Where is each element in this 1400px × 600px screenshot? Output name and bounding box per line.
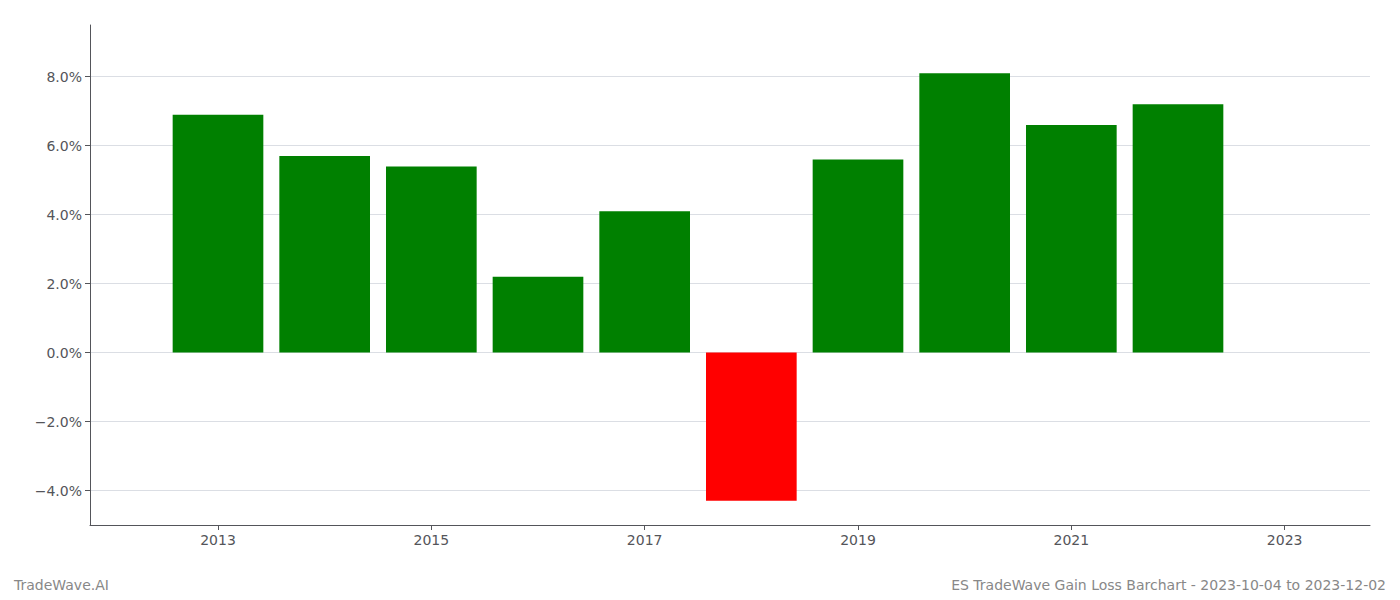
svg-text:2019: 2019 [840, 532, 876, 548]
svg-text:TradeWave.AI: TradeWave.AI [13, 577, 109, 593]
svg-text:2023: 2023 [1267, 532, 1303, 548]
svg-text:ES TradeWave Gain Loss Barchar: ES TradeWave Gain Loss Barchart - 2023-1… [951, 577, 1386, 593]
svg-text:8.0%: 8.0% [46, 69, 82, 85]
svg-text:0.0%: 0.0% [46, 345, 82, 361]
svg-text:2013: 2013 [200, 532, 236, 548]
svg-text:2021: 2021 [1054, 532, 1090, 548]
svg-text:6.0%: 6.0% [46, 138, 82, 154]
svg-text:−4.0%: −4.0% [35, 483, 82, 499]
svg-text:−2.0%: −2.0% [35, 414, 82, 430]
svg-text:2.0%: 2.0% [46, 276, 82, 292]
svg-text:2017: 2017 [627, 532, 663, 548]
svg-text:2015: 2015 [414, 532, 450, 548]
svg-text:4.0%: 4.0% [46, 207, 82, 223]
